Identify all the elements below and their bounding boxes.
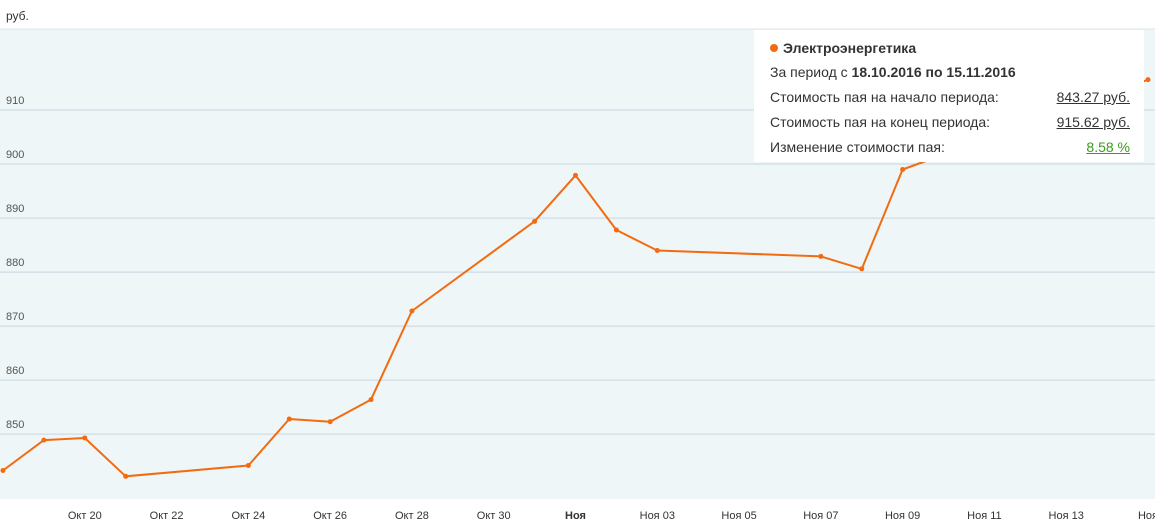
data-point (286, 416, 292, 422)
tooltip-end-label: Стоимость пая на конец периода: (770, 114, 991, 130)
tooltip-start-row: Стоимость пая на начало периода: 843.27 … (770, 85, 1130, 110)
x-tick-label: Окт 28 (395, 510, 429, 522)
tooltip-start-value[interactable]: 843.27 руб. (1056, 89, 1130, 105)
tooltip-series: Электроэнергетика (770, 37, 1130, 59)
x-tick-label: Ноя 05 (721, 510, 756, 522)
data-point (532, 218, 538, 224)
y-axis-unit: руб. (6, 9, 29, 23)
x-tick-label: Окт 20 (68, 510, 102, 522)
x-tick-label: Ноя 07 (803, 510, 838, 522)
tooltip-series-name: Электроэнергетика (783, 40, 917, 56)
y-tick-label: 870 (6, 311, 24, 323)
tooltip-change-label: Изменение стоимости пая: (770, 139, 945, 155)
data-point (123, 473, 129, 479)
x-tick-label: Окт 24 (231, 510, 265, 522)
series-dot-icon (770, 44, 778, 52)
y-tick-label: 880 (6, 257, 24, 269)
tooltip-end-value[interactable]: 915.62 руб. (1056, 114, 1130, 130)
y-tick-label: 910 (6, 95, 24, 107)
tooltip-end-row: Стоимость пая на конец периода: 915.62 р… (770, 110, 1130, 135)
tooltip-period-value: 18.10.2016 по 15.11.2016 (851, 64, 1016, 80)
x-axis-band (0, 499, 1155, 532)
data-point (818, 253, 824, 259)
x-tick-label: Окт 22 (150, 510, 184, 522)
y-tick-label: 850 (6, 419, 24, 431)
y-tick-label: 900 (6, 149, 24, 161)
x-tick-label: Ноя (1138, 510, 1155, 522)
data-point (41, 437, 47, 443)
x-tick-label: Окт 26 (313, 510, 347, 522)
tooltip-change-value[interactable]: 8.58 % (1086, 139, 1130, 155)
tooltip-change-row: Изменение стоимости пая: 8.58 % (770, 135, 1130, 160)
data-point (0, 468, 6, 474)
x-tick-label: Ноя 03 (640, 510, 675, 522)
x-tick-label: Ноя (565, 510, 586, 522)
data-point (573, 172, 578, 178)
data-point (859, 266, 865, 272)
data-point (82, 435, 88, 441)
x-tick-label: Ноя 11 (967, 510, 1002, 522)
data-point (409, 308, 415, 314)
data-point (368, 397, 374, 403)
chart-tooltip: Электроэнергетика За период с 18.10.2016… (754, 30, 1144, 162)
data-point (327, 419, 333, 425)
y-tick-label: 890 (6, 203, 24, 215)
x-tick-label: Окт 30 (477, 510, 511, 522)
data-point (900, 166, 906, 172)
data-point (245, 463, 251, 469)
y-tick-label: 860 (6, 365, 24, 377)
data-point (1145, 77, 1151, 83)
tooltip-period: За период с 18.10.2016 по 15.11.2016 (770, 59, 1130, 85)
tooltip-period-prefix: За период с (770, 64, 852, 80)
data-point (613, 227, 619, 233)
x-tick-label: Ноя 09 (885, 510, 920, 522)
tooltip-start-label: Стоимость пая на начало периода: (770, 89, 999, 105)
x-tick-label: Ноя 13 (1049, 510, 1084, 522)
data-point (654, 247, 660, 253)
